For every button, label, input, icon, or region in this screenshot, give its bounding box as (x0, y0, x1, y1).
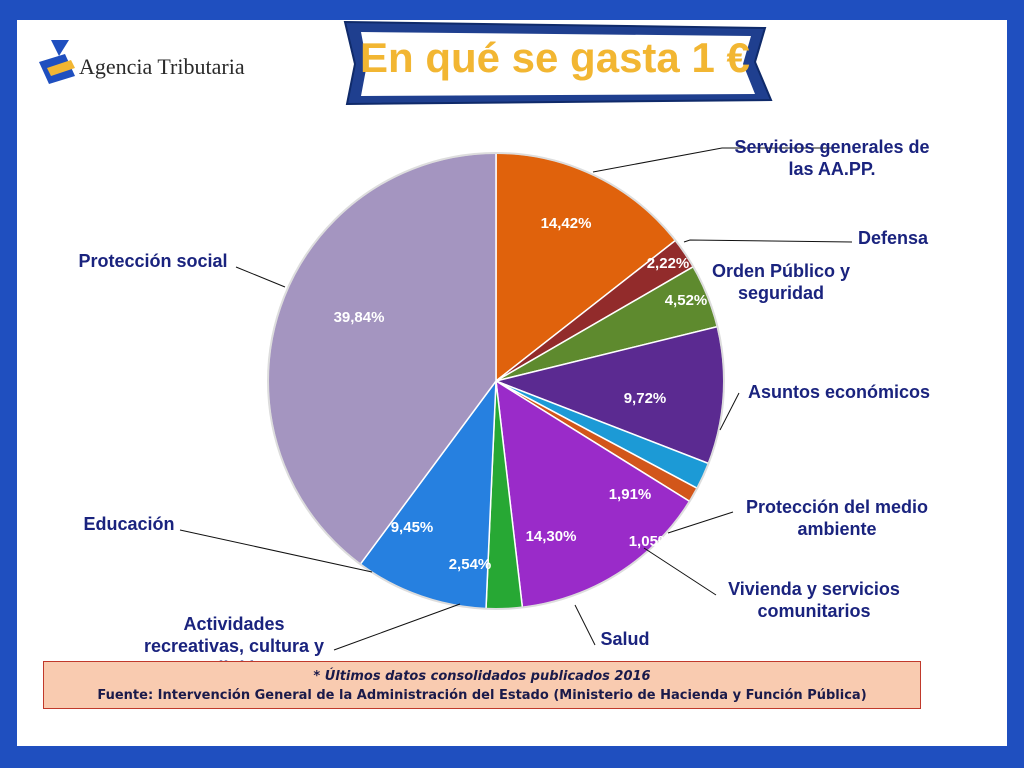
data-label-4: 1,91% (609, 486, 652, 503)
leader-line-8 (179, 529, 373, 573)
data-label-9: 39,84% (334, 309, 385, 326)
data-label-7: 2,54% (449, 556, 492, 573)
leader-line-3 (719, 392, 740, 431)
data-label-6: 14,30% (526, 528, 577, 545)
category-label-2: Orden Público y seguridad (712, 261, 850, 303)
category-label-6: Salud (600, 629, 649, 649)
data-label-2: 4,52% (665, 292, 708, 309)
agencia-tributaria-logo (39, 40, 75, 84)
footnote-line-2: Fuente: Intervención General de la Admin… (97, 688, 867, 703)
category-label-1: Defensa (858, 228, 929, 248)
data-label-8: 9,45% (391, 519, 434, 536)
data-label-5: 1,05% (629, 533, 672, 550)
logo-mark-yellow (47, 60, 75, 76)
data-label-0: 14,42% (541, 215, 592, 232)
leader-line-5 (643, 547, 717, 596)
category-label-3: Asuntos económicos (748, 382, 930, 402)
leader-line-6 (574, 604, 596, 646)
category-label-8: Educación (83, 514, 174, 534)
leader-line-9 (235, 266, 286, 288)
footnote-box: * Últimos datos consolidados publicados … (43, 661, 921, 709)
logo-mark-blue (51, 40, 69, 56)
leader-line-7 (333, 603, 461, 651)
data-label-1: 2,22% (647, 255, 690, 272)
footnote-line-1: * Últimos datos consolidados publicados … (313, 669, 651, 684)
category-label-9: Protección social (78, 251, 227, 271)
agency-name: Agencia Tributaria (79, 54, 245, 79)
leader-line-1 (683, 239, 853, 243)
category-label-5: Vivienda y servicios comunitarios (728, 579, 900, 621)
page-title: En qué se gasta 1 € (360, 34, 750, 81)
pie-rim (267, 152, 725, 610)
leader-line-4 (667, 511, 734, 534)
category-label-0: Servicios generales de las AA.PP. (734, 137, 929, 179)
title-banner (343, 20, 773, 106)
data-label-3: 9,72% (624, 390, 667, 407)
category-label-4: Protección del medio ambiente (746, 497, 928, 539)
leader-line-0 (592, 147, 833, 173)
